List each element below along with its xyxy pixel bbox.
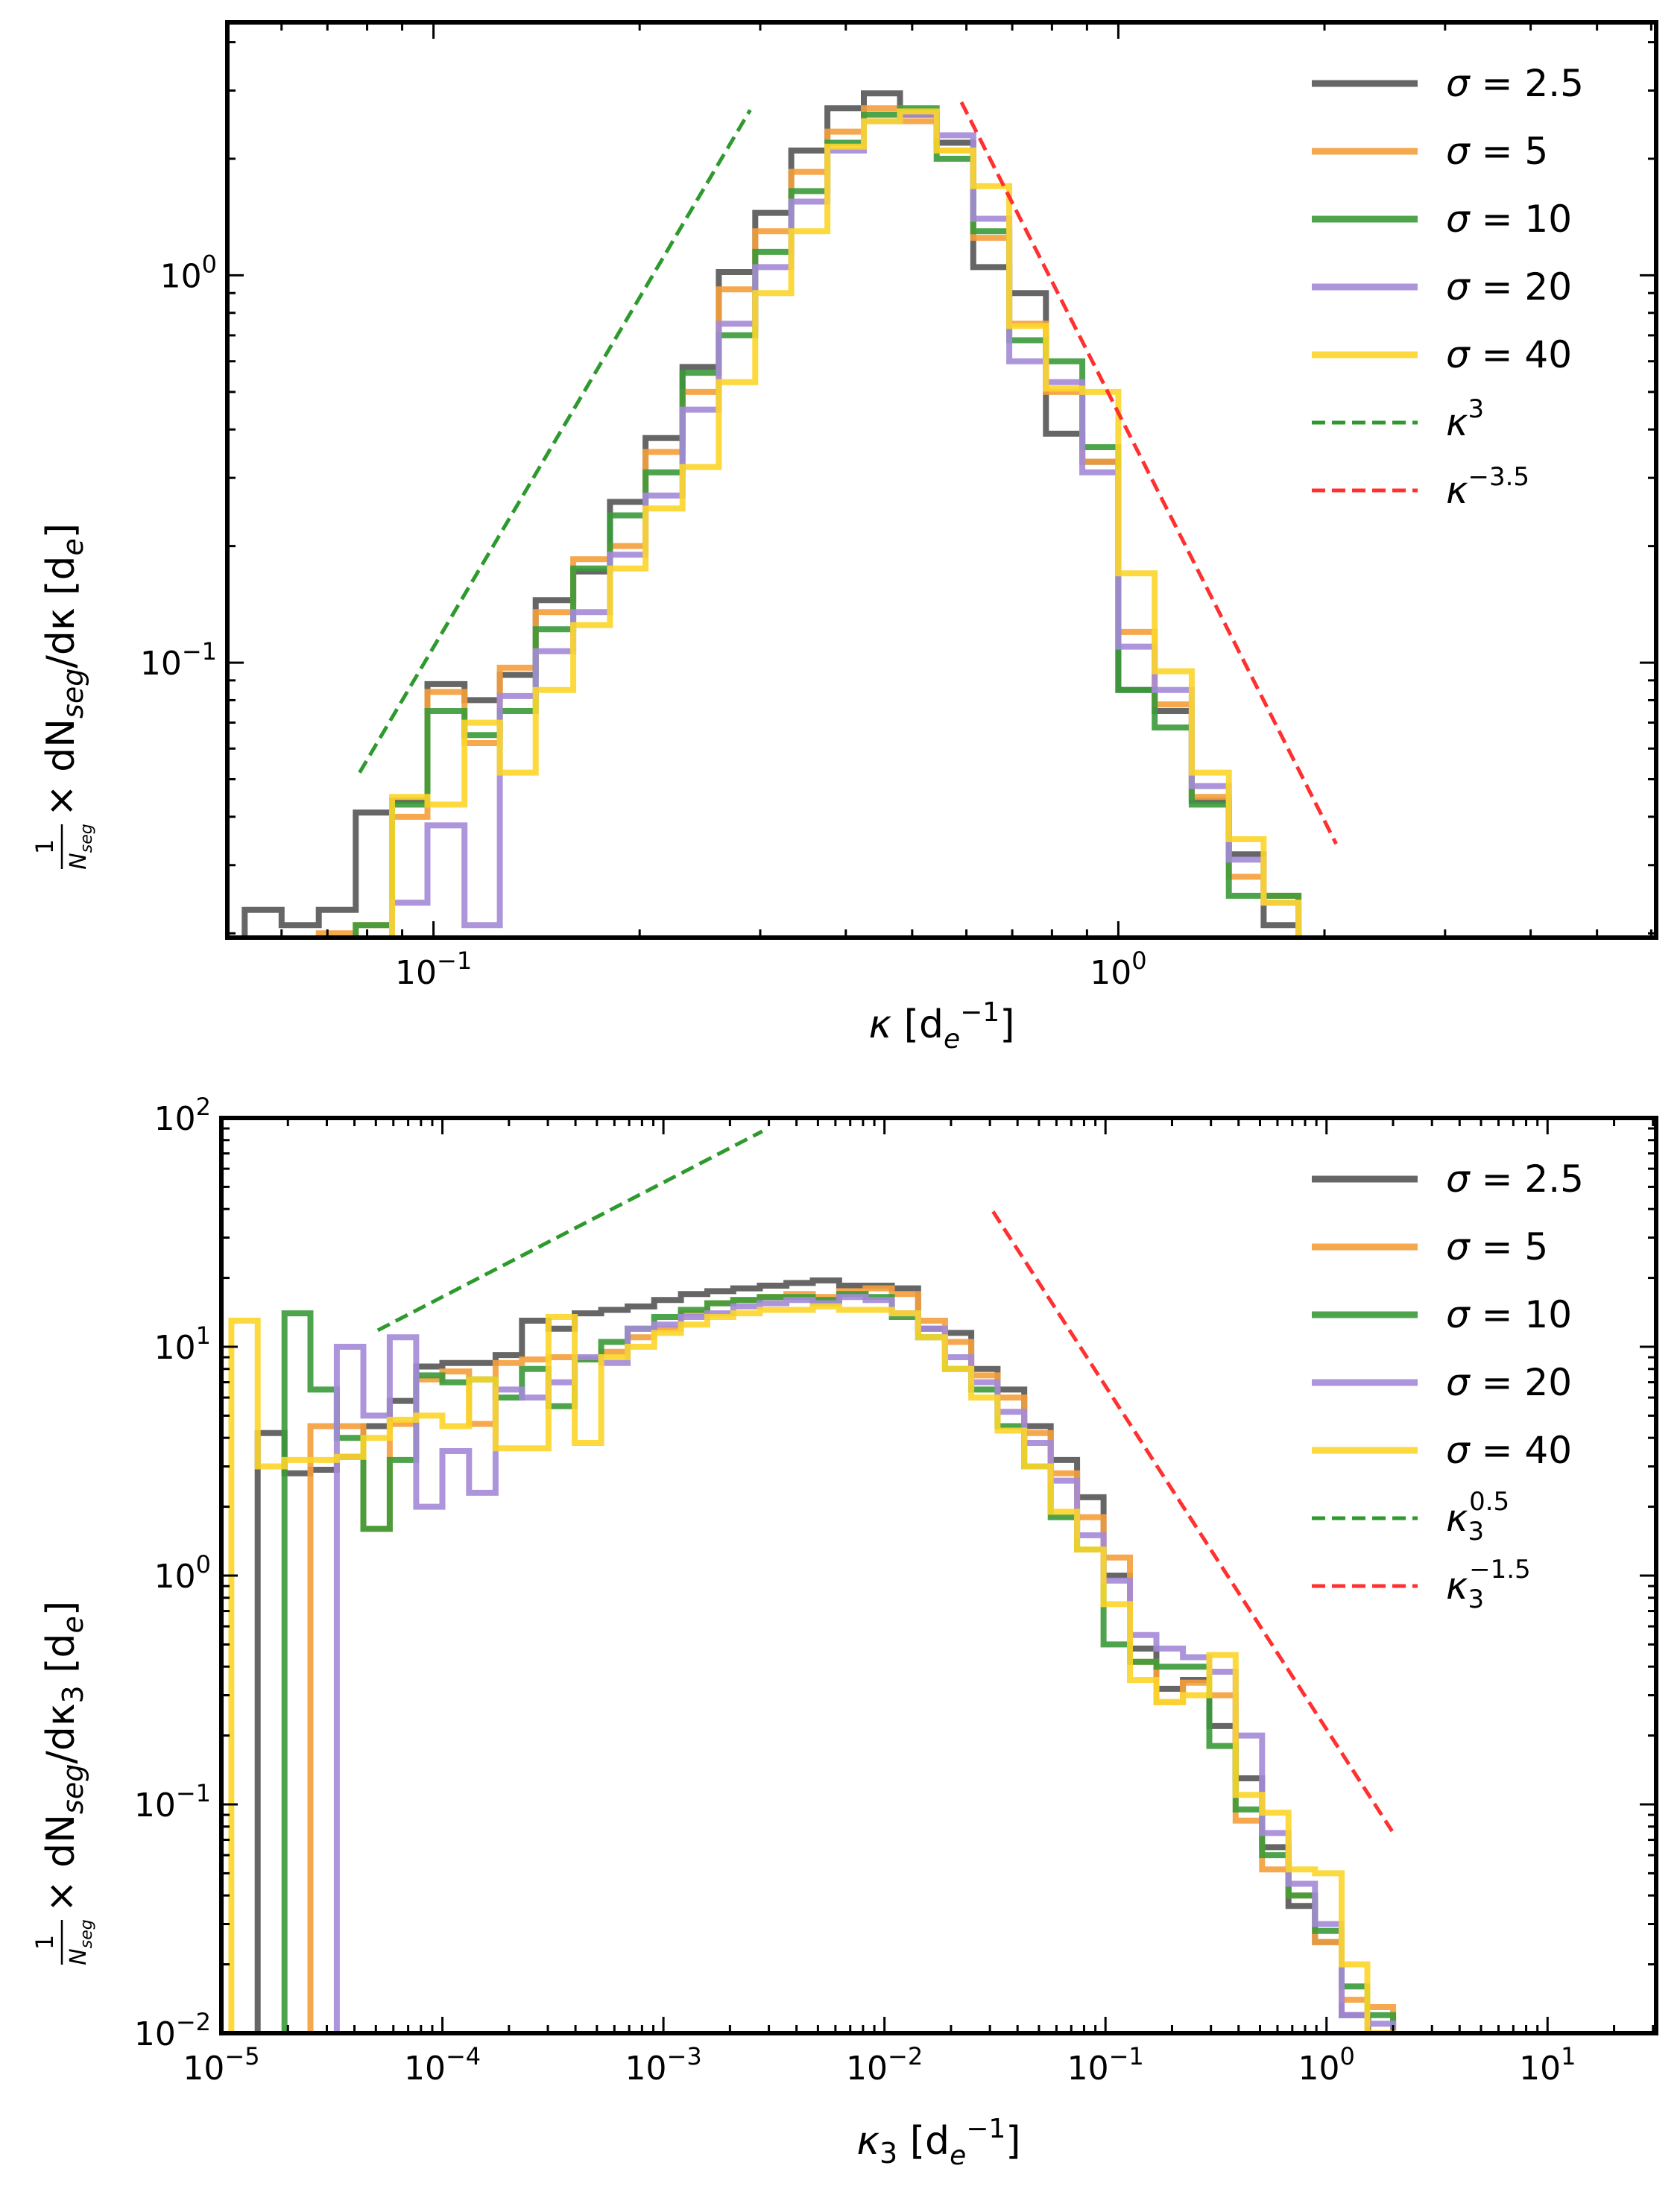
- y-tick-label: 100: [154, 1550, 211, 1596]
- top-panel: 10−1 100 10−1 100 κ [de−1] 1 Nseg × dNseg/dκ [d…: [31, 20, 1658, 1055]
- x-tick-label: 10−2: [846, 2042, 923, 2088]
- x-tick-label: 100: [1298, 2042, 1355, 2088]
- y-label-frac-denominator: Nseg: [66, 1919, 96, 1965]
- legend-label: σ = 5: [1446, 130, 1548, 173]
- reference-line-falling: [959, 101, 1338, 845]
- reference-line-rising: [358, 109, 752, 774]
- series-line-sigma-20: [389, 111, 1302, 938]
- legend-label: κ3: [1446, 394, 1484, 444]
- y-label-text: × dNseg/dκ3 [de]: [39, 1601, 89, 1912]
- y-label-text: × dNseg/dκ [de]: [39, 523, 89, 817]
- legend-label: κ30.5: [1446, 1487, 1509, 1547]
- x-tick-label: 10−1: [395, 947, 472, 992]
- legend: σ = 2.5 σ = 5 σ = 10 σ = 20 σ = 40 κ3 κ−3.5: [1312, 62, 1584, 512]
- reference-line-falling: [991, 1210, 1394, 1833]
- y-axis-label: 1 Nseg × dNseg/dκ3 [de]: [31, 1601, 96, 1965]
- x-tick-label: 10−5: [183, 2042, 259, 2088]
- reference-line-rising: [376, 1129, 763, 1333]
- y-label-frac-denominator: Nseg: [66, 824, 96, 869]
- y-label-frac-numerator: 1: [31, 1935, 59, 1950]
- x-tick-label: 10−3: [625, 2042, 702, 2088]
- legend-label: σ = 2.5: [1446, 1157, 1584, 1201]
- axes-frame: [219, 1116, 1658, 2035]
- y-tick-label: 102: [154, 1093, 211, 1138]
- y-tick-label: 10−1: [134, 1779, 211, 1825]
- y-axis-label: 1 Nseg × dNseg/dκ [de]: [31, 523, 96, 870]
- x-tick-label: 10−4: [404, 2042, 481, 2088]
- y-tick-label: 100: [160, 250, 217, 295]
- legend-label: κ3−1.5: [1446, 1555, 1531, 1614]
- x-tick-label: 101: [1519, 2042, 1576, 2088]
- x-axis-label: κ [de−1]: [868, 997, 1014, 1055]
- legend-label: σ = 5: [1446, 1225, 1548, 1269]
- legend-label: σ = 20: [1446, 1361, 1572, 1404]
- axes-frame: [225, 20, 1658, 940]
- plot-area: [241, 90, 1302, 938]
- legend: σ = 2.5 σ = 5 σ = 10 σ = 20 σ = 40 κ30.5 κ3−1.…: [1312, 1157, 1584, 1614]
- series-line-sigma-40: [389, 108, 1302, 938]
- series-line-sigma-5: [315, 105, 1302, 938]
- series-line-sigma-40: [228, 1303, 1397, 2033]
- legend-label: κ−3.5: [1446, 462, 1529, 512]
- legend-label: σ = 10: [1446, 198, 1572, 241]
- legend-label: σ = 10: [1446, 1293, 1572, 1336]
- y-tick-label: 101: [154, 1321, 211, 1367]
- series-line-sigma-2_5: [241, 90, 1302, 938]
- legend-label: σ = 20: [1446, 265, 1572, 309]
- y-tick-label: 10−2: [134, 2008, 211, 2053]
- x-axis-label: κ3 [de−1]: [856, 2114, 1020, 2171]
- bottom-panel: 10−5 10−4 10−3 10−2 10−1 100 101 10−2 10−1 100 101…: [31, 1093, 1658, 2171]
- series-line-sigma-20: [333, 1294, 1397, 2033]
- plot-area: [228, 1277, 1397, 2033]
- legend-label: σ = 40: [1446, 1429, 1572, 1472]
- x-tick-label: 10−1: [1067, 2042, 1144, 2088]
- y-label-frac-numerator: 1: [31, 839, 59, 854]
- x-tick-label: 100: [1090, 947, 1146, 992]
- legend-label: σ = 2.5: [1446, 62, 1584, 105]
- legend-label: σ = 40: [1446, 333, 1572, 376]
- y-tick-label: 10−1: [140, 637, 217, 683]
